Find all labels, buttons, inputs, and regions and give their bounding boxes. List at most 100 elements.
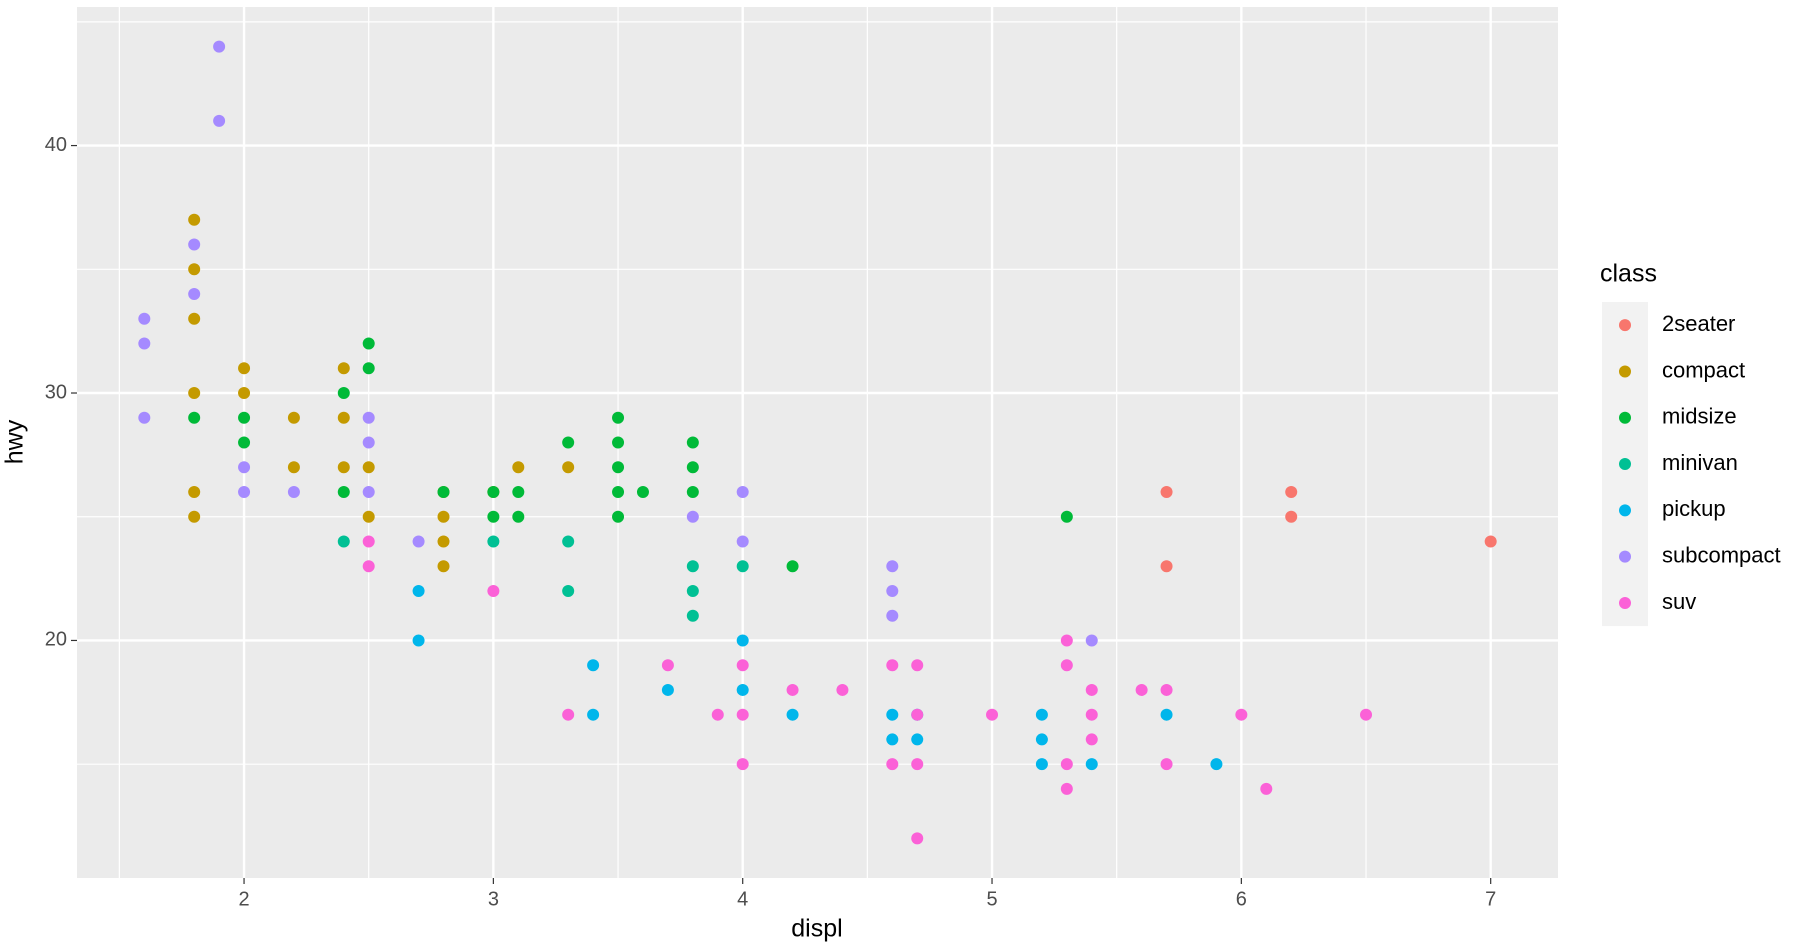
legend-label: suv	[1662, 589, 1696, 614]
point	[686, 485, 699, 498]
point	[512, 510, 525, 523]
point	[188, 238, 201, 251]
point	[911, 659, 924, 672]
point	[362, 362, 375, 375]
point	[587, 708, 600, 721]
point	[661, 683, 674, 696]
point	[886, 758, 899, 771]
point	[562, 584, 575, 597]
point	[636, 485, 649, 498]
point	[736, 659, 749, 672]
point	[711, 708, 724, 721]
point	[512, 485, 525, 498]
legend-label: minivan	[1662, 450, 1738, 475]
point	[362, 337, 375, 350]
point	[736, 708, 749, 721]
point	[1085, 708, 1098, 721]
point	[1085, 733, 1098, 746]
point	[487, 584, 500, 597]
point	[562, 436, 575, 449]
legend-label: subcompact	[1662, 542, 1781, 567]
point	[362, 461, 375, 474]
point	[1210, 758, 1223, 771]
point	[612, 436, 625, 449]
point	[188, 312, 201, 325]
points	[138, 40, 1497, 845]
point	[1060, 659, 1073, 672]
x-tick-label: 6	[1236, 888, 1247, 910]
point	[188, 485, 201, 498]
point	[238, 461, 251, 474]
point	[188, 288, 201, 301]
point	[188, 263, 201, 276]
y-axis-title: hwy	[1, 419, 29, 464]
point	[487, 510, 500, 523]
point	[661, 659, 674, 672]
legend-label: midsize	[1662, 404, 1737, 429]
point	[1285, 510, 1298, 523]
point	[562, 708, 575, 721]
point	[362, 510, 375, 523]
point	[337, 411, 350, 424]
point	[1160, 758, 1173, 771]
point	[337, 387, 350, 400]
point	[238, 362, 251, 375]
point	[911, 733, 924, 746]
point	[213, 40, 226, 53]
point	[786, 560, 799, 573]
point	[686, 560, 699, 573]
point	[1135, 683, 1148, 696]
point	[686, 461, 699, 474]
point	[786, 683, 799, 696]
point	[337, 535, 350, 548]
point	[138, 312, 151, 325]
point	[362, 485, 375, 498]
point	[1160, 683, 1173, 696]
point	[487, 485, 500, 498]
point	[686, 436, 699, 449]
legend: class 2seater compact midsize minivan pickup…	[1600, 260, 1781, 627]
point	[736, 485, 749, 498]
point	[686, 609, 699, 622]
point	[1160, 485, 1173, 498]
point	[612, 411, 625, 424]
legend-marker	[1619, 550, 1631, 563]
panel-background	[77, 7, 1558, 878]
point	[736, 758, 749, 771]
point	[612, 485, 625, 498]
point	[337, 461, 350, 474]
point	[412, 584, 425, 597]
legend-title: class	[1600, 260, 1657, 288]
legend-marker	[1619, 504, 1631, 517]
point	[1085, 634, 1098, 647]
point	[1060, 634, 1073, 647]
point	[911, 708, 924, 721]
point	[362, 560, 375, 573]
point	[886, 584, 899, 597]
point	[487, 535, 500, 548]
point	[562, 535, 575, 548]
legend-marker	[1619, 319, 1631, 332]
point	[736, 634, 749, 647]
x-tick-label: 5	[986, 888, 997, 910]
point	[562, 461, 575, 474]
point	[1035, 733, 1048, 746]
point	[736, 683, 749, 696]
point	[512, 461, 525, 474]
point	[736, 560, 749, 573]
point	[836, 683, 849, 696]
point	[412, 634, 425, 647]
point	[612, 510, 625, 523]
point	[1035, 758, 1048, 771]
point	[188, 387, 201, 400]
point	[911, 758, 924, 771]
point	[886, 560, 899, 573]
point	[437, 485, 450, 498]
point	[138, 411, 151, 424]
legend-marker	[1619, 365, 1631, 378]
x-tick-label: 4	[737, 888, 748, 910]
point	[886, 708, 899, 721]
legend-label: pickup	[1662, 496, 1726, 521]
point	[238, 436, 251, 449]
